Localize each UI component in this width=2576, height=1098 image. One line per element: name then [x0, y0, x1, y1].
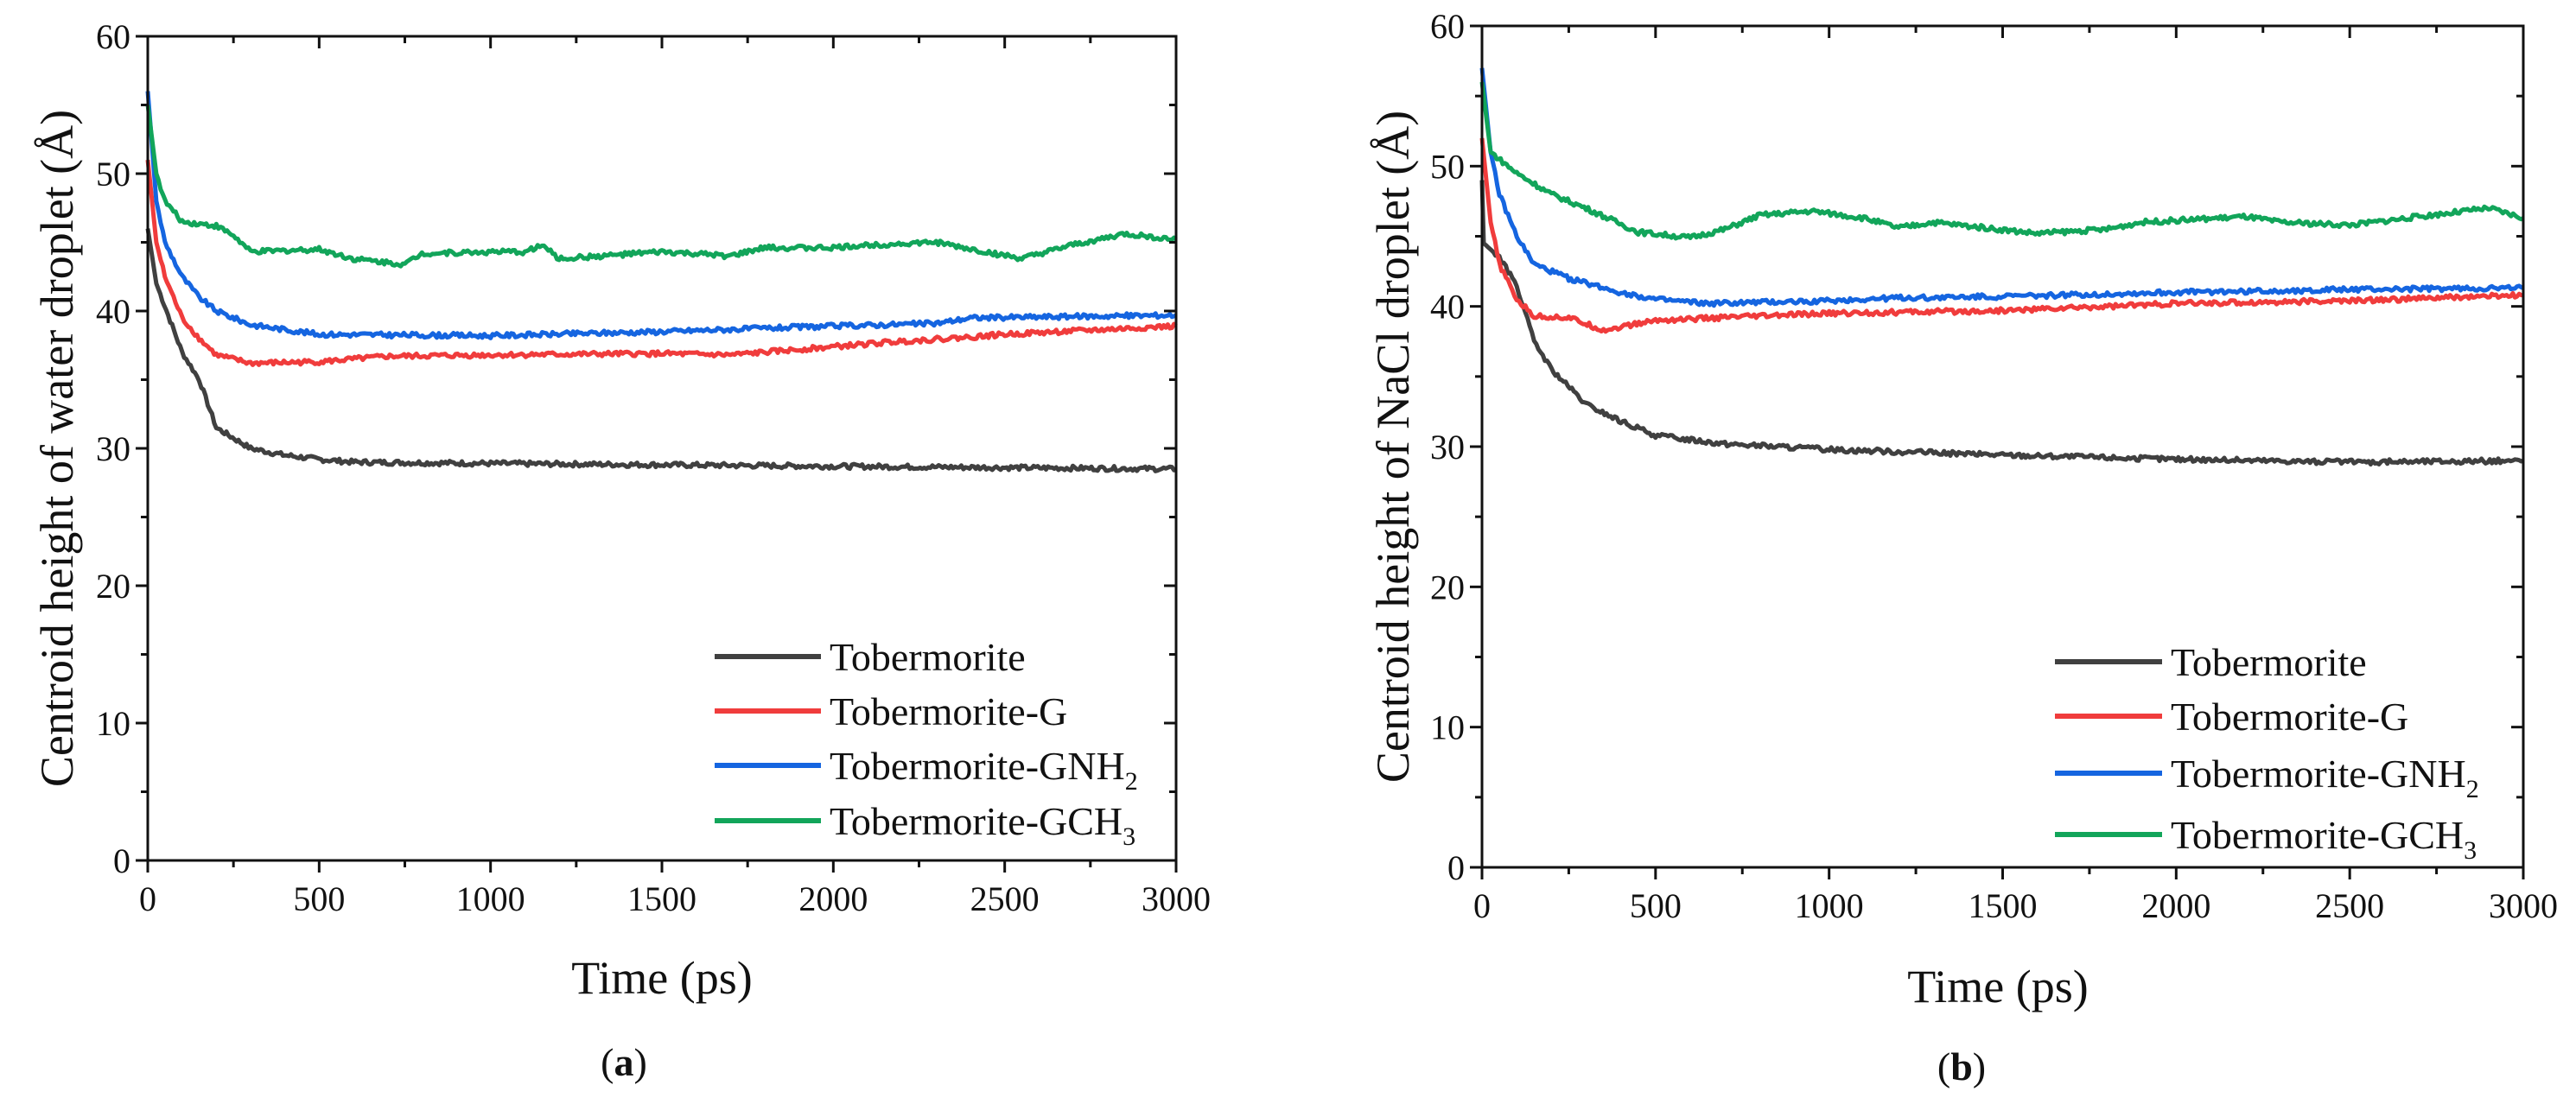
series-line-tobermorite-g: [145, 159, 1178, 367]
legend-label-subscript: 3: [2464, 836, 2477, 865]
panel-b: 0 500 1000 1500 2000 2500 3000 0 10 20 30 40 50 60 Tim…: [1367, 7, 2558, 1088]
y-tick-label: 0: [113, 841, 130, 880]
series-line-tobermorite: [1479, 180, 2524, 466]
panel-label: (b): [1937, 1044, 1986, 1088]
x-tick-label: 0: [1473, 886, 1491, 925]
legend: Tobermorite Tobermorite-G Tobermorite-GNH2…: [2055, 640, 2479, 865]
x-tick-label: 1500: [1969, 886, 2038, 925]
x-tick-label: 3000: [2489, 886, 2558, 925]
legend-label: Tobermorite-GCH3: [830, 799, 1135, 851]
y-tick-label: 50: [1430, 147, 1465, 186]
x-tick-label: 500: [1630, 886, 1682, 925]
legend-label: Tobermorite-G: [830, 689, 1067, 733]
y-axis-title: Centroid height of water droplet (Å): [31, 110, 83, 787]
series-line-tobermorite-g: [1479, 137, 2524, 334]
legend-label: Tobermorite-G: [2171, 695, 2408, 739]
panel-label-open-paren: (: [601, 1040, 614, 1084]
y-tick-label: 40: [1430, 288, 1465, 327]
panel-label-close-paren: ): [1973, 1044, 1986, 1088]
legend-label-main: Tobermorite-GCH: [830, 799, 1123, 843]
panel-label-open-paren: (: [1937, 1044, 1950, 1088]
legend-label: Tobermorite-GCH3: [2171, 813, 2477, 865]
legend-label-subscript: 2: [1125, 767, 1138, 796]
y-tick-label: 0: [1447, 848, 1465, 887]
y-tick-label: 60: [96, 17, 130, 56]
x-tick-label: 2500: [970, 879, 1040, 918]
legend-label-main: Tobermorite-GNH: [2171, 752, 2466, 796]
series-line-tobermorite-gch3: [1479, 81, 2525, 241]
series-line-tobermorite: [145, 228, 1178, 473]
series-line-tobermorite-gch3: [145, 105, 1178, 269]
legend-label-main: Tobermorite: [2171, 640, 2367, 684]
x-axis-title: Time (ps): [1907, 961, 2089, 1012]
x-tick-label: 1000: [456, 879, 525, 918]
y-tick-label: 10: [1430, 708, 1465, 747]
legend-label-main: Tobermorite-GCH: [2171, 813, 2464, 857]
panel-label-letter: a: [614, 1040, 634, 1084]
y-axis-title: Centroid height of NaCl droplet (Å): [1367, 111, 1419, 783]
panel-label-letter: b: [1950, 1044, 1973, 1088]
x-tick-label: 1000: [1795, 886, 1864, 925]
legend-label-subscript: 3: [1123, 822, 1135, 851]
y-tick-label: 60: [1430, 7, 1465, 46]
legend-label: Tobermorite-GNH2: [830, 744, 1138, 796]
x-tick-label: 1500: [627, 879, 696, 918]
panel-label-close-paren: ): [634, 1040, 647, 1084]
y-tick-label: 10: [96, 704, 130, 743]
legend-label-main: Tobermorite-GNH: [830, 744, 1125, 788]
legend-label-main: Tobermorite-G: [2171, 695, 2408, 739]
legend-label: Tobermorite-GNH2: [2171, 752, 2479, 803]
y-tick-label: 20: [96, 567, 130, 606]
panel-label: (a): [601, 1040, 647, 1084]
legend-label-main: Tobermorite-G: [830, 689, 1067, 733]
legend-label-main: Tobermorite: [830, 635, 1026, 679]
y-tick-label: 40: [96, 292, 130, 331]
legend-label: Tobermorite: [2171, 640, 2367, 684]
plot-frame: [1480, 24, 2525, 869]
panel-a: 0 500 1000 1500 2000 2500 3000 0 10 20 30 40 50 60 Tim…: [31, 17, 1211, 1084]
x-tick-label: 2500: [2315, 886, 2384, 925]
x-tick-label: 0: [139, 879, 156, 918]
y-tick-label: 30: [96, 429, 130, 468]
x-tick-label: 3000: [1142, 879, 1211, 918]
x-tick-label: 2000: [2141, 886, 2210, 925]
series-line-tobermorite-gnh2: [1479, 67, 2525, 308]
plot-frame: [146, 35, 1178, 862]
y-tick-label: 50: [96, 155, 130, 194]
x-tick-label: 500: [293, 879, 345, 918]
x-tick-label: 2000: [798, 879, 868, 918]
legend-label-subscript: 2: [2466, 775, 2479, 803]
y-tick-label: 20: [1430, 568, 1465, 606]
series-line-tobermorite-gnh2: [145, 91, 1178, 340]
legend: Tobermorite Tobermorite-G Tobermorite-GNH2…: [715, 635, 1138, 851]
y-tick-label: 30: [1430, 428, 1465, 466]
x-axis-title: Time (ps): [571, 952, 753, 1004]
legend-label: Tobermorite: [830, 635, 1026, 679]
